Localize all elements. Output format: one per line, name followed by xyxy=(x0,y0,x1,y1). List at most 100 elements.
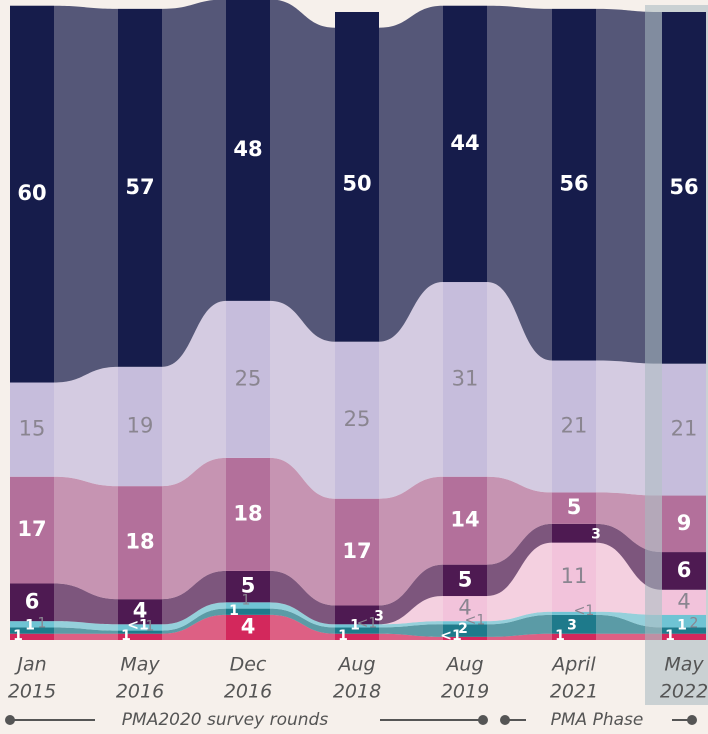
value-label: 57 xyxy=(125,175,154,199)
flow xyxy=(487,542,552,622)
bar-segment xyxy=(552,8,596,361)
bar-segment xyxy=(335,633,379,640)
value-label: 18 xyxy=(125,530,154,554)
value-label: 19 xyxy=(127,413,154,437)
bar-segment xyxy=(10,583,54,622)
flow xyxy=(54,5,118,383)
flow xyxy=(270,570,335,625)
value-label: <1 xyxy=(574,603,595,619)
flow xyxy=(487,523,552,597)
bar-segment xyxy=(443,564,487,597)
x-tick-label: 2016 xyxy=(224,681,272,703)
bar-segment xyxy=(662,627,706,634)
value-label: 4 xyxy=(133,599,148,623)
bar-segment xyxy=(118,633,162,640)
bar-segment xyxy=(10,627,54,634)
value-label: <1 xyxy=(465,612,486,628)
bar-segment xyxy=(662,633,706,640)
bar-segment xyxy=(662,552,706,590)
flow xyxy=(54,476,118,600)
flow xyxy=(54,583,118,625)
value-label: 6 xyxy=(25,589,40,613)
value-label: 1 xyxy=(229,603,239,619)
value-label: 6 xyxy=(677,558,692,582)
value-label: 50 xyxy=(342,172,371,196)
flow xyxy=(379,282,443,499)
value-label: 4 xyxy=(241,614,256,638)
value-label: 4 xyxy=(458,596,471,620)
bar-segment xyxy=(443,624,487,637)
x-tick-label: 2019 xyxy=(441,681,489,703)
value-label: 1 xyxy=(338,628,348,644)
value-label: 5 xyxy=(241,574,256,598)
value-label: 1 xyxy=(242,593,251,609)
value-label: 56 xyxy=(669,175,698,199)
bar-segment xyxy=(335,12,379,342)
x-tick-label: 2018 xyxy=(333,681,381,703)
value-label: 14 xyxy=(450,508,479,532)
value-label: 9 xyxy=(677,511,692,535)
value-label: 1 xyxy=(665,628,675,644)
value-label: <1 xyxy=(127,618,148,634)
value-label: 1 xyxy=(555,628,565,644)
bar-segment xyxy=(662,363,706,496)
flow xyxy=(162,614,226,640)
bar-segment xyxy=(552,611,596,615)
flow xyxy=(379,5,443,342)
value-label: 21 xyxy=(671,417,698,441)
bar-segment xyxy=(443,476,487,565)
x-tick-label: Aug xyxy=(444,654,483,676)
value-label: 5 xyxy=(458,567,473,591)
flow xyxy=(270,602,335,628)
bar-segment xyxy=(226,457,270,571)
flow xyxy=(162,570,226,625)
bar-segment xyxy=(552,360,596,493)
flow xyxy=(270,457,335,606)
value-label: <1 xyxy=(440,628,461,644)
bar-segment xyxy=(335,627,379,634)
bar-segment xyxy=(118,599,162,625)
footer-right: PMA Phase xyxy=(551,710,644,730)
x-tick-label: Aug xyxy=(336,654,375,676)
value-label: 1 xyxy=(677,618,687,634)
value-label: 3 xyxy=(567,618,577,634)
x-tick-label: April xyxy=(550,654,596,676)
value-label: 60 xyxy=(17,181,46,205)
bar-segment xyxy=(443,596,487,622)
value-label: 1 xyxy=(13,628,23,644)
value-label: 25 xyxy=(235,366,262,390)
value-label: 1 xyxy=(146,619,155,635)
footer-lines xyxy=(5,715,697,725)
flow xyxy=(487,5,552,361)
value-label: 2 xyxy=(458,621,468,637)
value-label: 17 xyxy=(17,517,46,541)
bar-segment xyxy=(118,486,162,600)
flow xyxy=(54,627,118,634)
x-tick-label: 2016 xyxy=(116,681,164,703)
flow xyxy=(54,633,118,640)
flow xyxy=(54,366,118,487)
value-label: <1 xyxy=(357,615,378,631)
footer-left: PMA2020 survey rounds xyxy=(122,710,329,730)
flow xyxy=(162,457,226,600)
bar-segment xyxy=(226,570,270,603)
value-label: 17 xyxy=(342,539,371,563)
x-tick-label: May xyxy=(664,654,704,676)
bar-segment xyxy=(226,0,270,301)
bar-segment xyxy=(10,382,54,477)
bar-segment xyxy=(662,12,706,364)
bar-segment xyxy=(335,341,379,499)
flow xyxy=(379,621,443,628)
bar-segment xyxy=(118,630,162,634)
flow xyxy=(487,476,552,565)
bar-segment xyxy=(443,636,487,640)
flow xyxy=(54,621,118,631)
bar-segment xyxy=(10,5,54,383)
flow xyxy=(162,608,226,634)
value-label: 21 xyxy=(561,413,588,437)
bar-segment xyxy=(662,495,706,553)
value-label: 5 xyxy=(567,495,582,519)
bar-segment xyxy=(118,624,162,631)
bar-segment xyxy=(118,8,162,367)
